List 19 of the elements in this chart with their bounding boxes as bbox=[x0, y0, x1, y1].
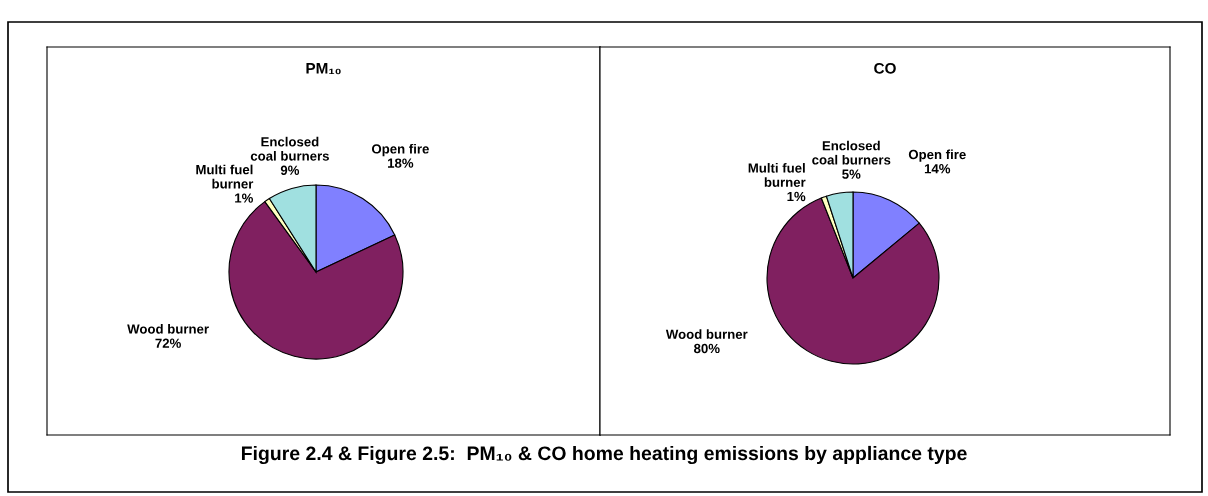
slice-label: Wood burner bbox=[665, 329, 748, 339]
data-label: 9% bbox=[280, 165, 300, 175]
data-label: 18% bbox=[388, 158, 414, 168]
data-label: 5% bbox=[842, 169, 861, 179]
slice-label: Multi fuel burner bbox=[748, 163, 806, 187]
caption: Figure 2.4 & Figure 2.5: PM₁₀ & CO home heating emissions by appliance type bbox=[241, 445, 967, 465]
chart-title: PM₁₀ bbox=[306, 63, 341, 75]
slice-label: Enclosed coal burners bbox=[250, 136, 329, 161]
data-label: 72% bbox=[155, 338, 181, 348]
data-label: 80% bbox=[694, 343, 720, 354]
slice-label: Enclosed coal burners bbox=[812, 140, 891, 165]
chart-title: CO bbox=[874, 62, 896, 74]
data-label: 1% bbox=[235, 193, 254, 203]
slice-label: Open fire bbox=[371, 143, 429, 157]
slice-label: Multi fuel burner bbox=[196, 164, 254, 189]
slice-label: Open fire bbox=[908, 149, 966, 162]
slice-label: Wood burner bbox=[127, 323, 209, 334]
data-label: 1% bbox=[787, 191, 806, 202]
data-label: 14% bbox=[924, 164, 951, 174]
